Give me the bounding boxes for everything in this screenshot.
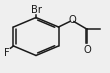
- Text: Br: Br: [30, 5, 41, 15]
- Text: O: O: [83, 45, 91, 55]
- Text: O: O: [68, 15, 76, 25]
- Text: F: F: [4, 48, 10, 58]
